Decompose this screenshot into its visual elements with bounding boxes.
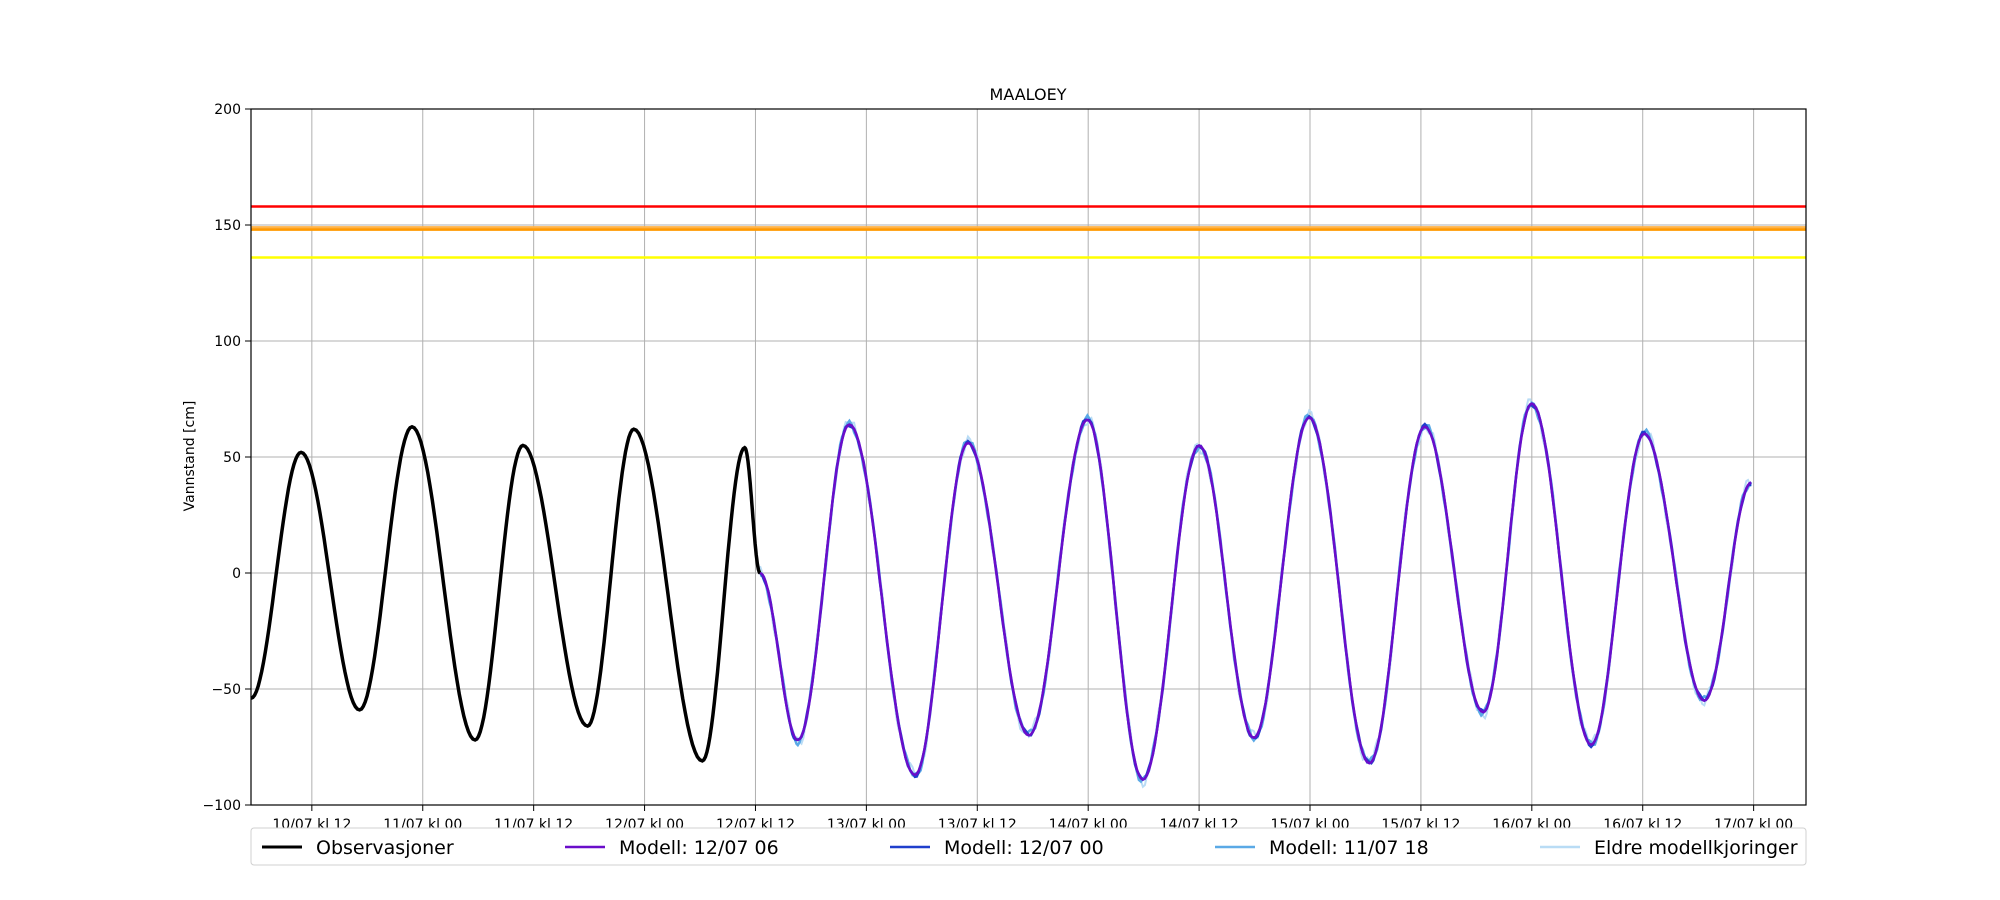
y-tick-label: 200 <box>214 102 241 118</box>
y-tick-label: 0 <box>232 566 241 582</box>
y-tick-label: 150 <box>214 218 241 234</box>
y-axis-label: Vannstand [cm] <box>182 401 198 512</box>
legend-entry-label: Eldre modellkjoringer <box>1594 837 1798 859</box>
y-axis-ticks: −100 −50 0 50 100 150 200 <box>203 102 251 814</box>
chart-title: MAALOEY <box>990 85 1067 104</box>
grid-lines <box>251 109 1806 805</box>
threshold-lines <box>251 205 1806 259</box>
y-tick-label: 50 <box>223 450 241 466</box>
series-line-observasjoner <box>250 424 762 763</box>
series-lines <box>250 398 1753 789</box>
series-line-eldre <box>759 398 1753 789</box>
series-line-modell-1107-18 <box>759 400 1753 784</box>
legend-box <box>250 827 1807 866</box>
series-line-modell-1207-00 <box>759 403 1752 782</box>
y-tick-label: −100 <box>203 798 241 814</box>
legend-entry-label: Modell: 12/07 06 <box>619 837 779 859</box>
legend: Observasjoner Modell: 12/07 06 Modell: 12/… <box>250 827 1807 866</box>
legend-entry-label: Modell: 12/07 00 <box>944 837 1104 859</box>
legend-entry-label: Observasjoner <box>316 837 454 859</box>
legend-entry-label: Modell: 11/07 18 <box>1269 837 1429 859</box>
y-tick-label: −50 <box>211 682 241 698</box>
series-line-modell-1207-06 <box>759 402 1752 781</box>
y-tick-label: 100 <box>214 334 241 350</box>
